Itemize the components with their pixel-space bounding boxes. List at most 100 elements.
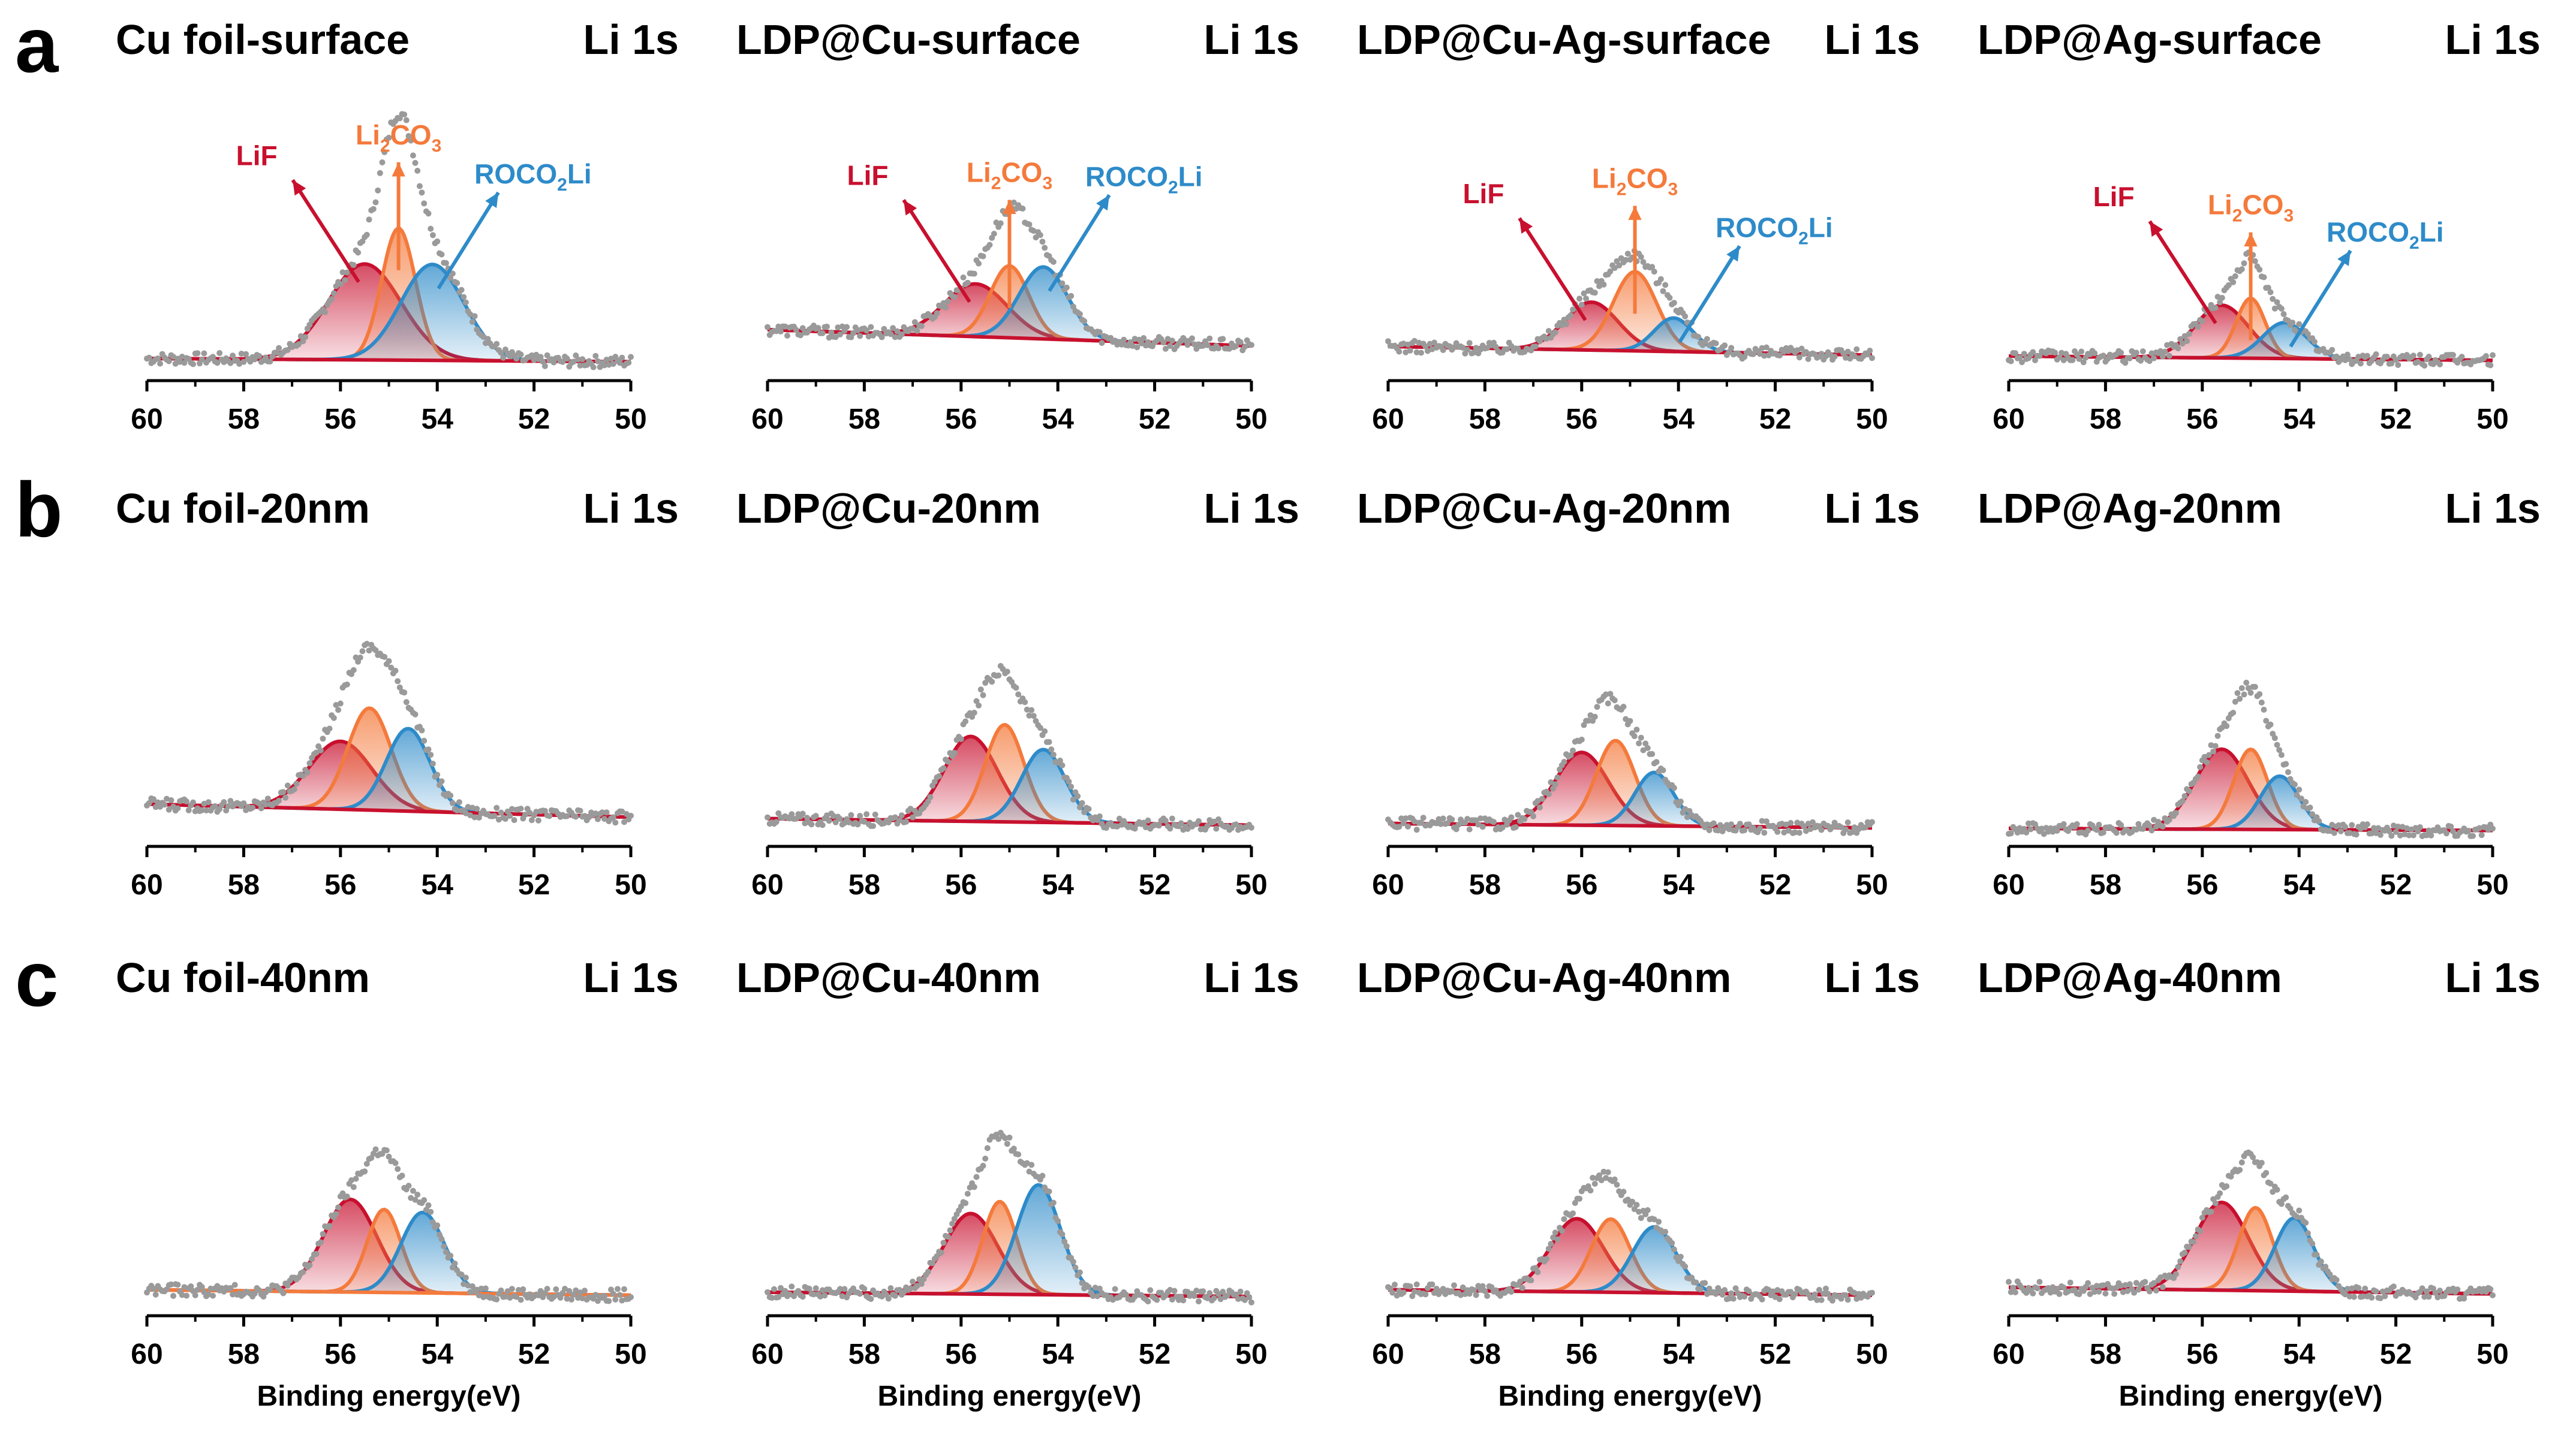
x-axis-label: Binding energy(eV) <box>257 1380 520 1412</box>
raw-point <box>1085 1284 1092 1291</box>
raw-point <box>469 1283 476 1289</box>
raw-point <box>1440 347 1446 353</box>
raw-point <box>865 333 872 340</box>
raw-point <box>769 1295 775 1301</box>
raw-point <box>1191 1293 1197 1299</box>
raw-point <box>517 1297 524 1303</box>
raw-point <box>414 167 421 174</box>
raw-point <box>1704 336 1710 342</box>
raw-point <box>2219 294 2225 301</box>
x-tick-label: 50 <box>2476 403 2508 435</box>
raw-point <box>1220 1289 1226 1295</box>
raw-point <box>517 351 524 358</box>
raw-point <box>174 1282 181 1288</box>
raw-point <box>403 117 410 123</box>
x-tick-label: 58 <box>848 403 880 435</box>
raw-point <box>2283 1194 2289 1201</box>
panel-b-3: LDP@Cu-Ag-20nm Li 1s 60 58 56 54 52 50 <box>1357 485 1920 901</box>
raw-point <box>2091 350 2098 357</box>
raw-point <box>1570 1210 1576 1217</box>
raw-point <box>1242 1297 1248 1303</box>
raw-point <box>1389 1289 1396 1296</box>
raw-point <box>890 325 896 331</box>
raw-point <box>350 262 357 269</box>
raw-point <box>907 1285 914 1292</box>
raw-point <box>1085 806 1092 812</box>
raw-point <box>1763 818 1769 825</box>
raw-point <box>2008 358 2014 364</box>
raw-point <box>1695 333 1702 340</box>
raw-point <box>1096 329 1103 335</box>
raw-point <box>1624 251 1631 257</box>
x-tick-label: 54 <box>1663 403 1695 435</box>
raw-point <box>1715 827 1722 834</box>
panel-title: LDP@Cu-Ag-surface <box>1357 16 1771 63</box>
raw-point <box>498 1287 504 1294</box>
raw-point <box>1710 820 1717 827</box>
x-tick-label: 54 <box>1663 1339 1695 1370</box>
raw-point <box>458 1271 465 1278</box>
raw-point <box>1438 821 1444 827</box>
peak-fill-Li2CO3 <box>2009 749 2493 831</box>
raw-point <box>2294 1214 2300 1220</box>
raw-point <box>765 814 771 821</box>
raw-point <box>612 1297 619 1303</box>
raw-point <box>210 354 216 360</box>
raw-point <box>1396 348 1403 355</box>
raw-point <box>971 270 977 277</box>
raw-point <box>1567 752 1574 758</box>
raw-point <box>1413 827 1420 833</box>
raw-point <box>363 1160 370 1167</box>
raw-point <box>991 231 997 237</box>
raw-point <box>2252 258 2258 264</box>
raw-point <box>227 1285 234 1291</box>
raw-point <box>284 346 291 353</box>
panel-tag: Li 1s <box>2445 16 2541 63</box>
x-axis-label: Binding energy(eV) <box>877 1380 1141 1412</box>
raw-point <box>910 814 916 821</box>
x-tick-label: 58 <box>848 869 880 901</box>
raw-point <box>2023 1289 2030 1296</box>
raw-point <box>1746 821 1752 828</box>
raw-point <box>535 817 541 824</box>
raw-point <box>313 1250 320 1257</box>
raw-point <box>282 794 289 801</box>
peak-fill-Li2CO3 <box>2009 1207 2493 1294</box>
raw-point <box>1491 819 1497 825</box>
label-LiF: LiF <box>2093 181 2135 212</box>
raw-point <box>443 1249 449 1255</box>
raw-point <box>353 1175 359 1182</box>
raw-point <box>2023 829 2030 836</box>
raw-point <box>185 807 192 813</box>
raw-point <box>238 351 245 357</box>
raw-point <box>2461 1295 2467 1302</box>
raw-point <box>1558 1228 1565 1234</box>
raw-point <box>568 1297 574 1303</box>
raw-point <box>1869 355 1875 361</box>
raw-point <box>2428 832 2434 839</box>
raw-point <box>1094 1293 1101 1300</box>
raw-point <box>2490 825 2496 832</box>
raw-point <box>1853 346 1860 352</box>
raw-point <box>1436 816 1442 822</box>
panel-title: Cu foil-40nm <box>116 954 370 1001</box>
raw-point <box>370 206 377 212</box>
x-tick-label: 54 <box>1042 403 1075 435</box>
raw-point <box>2424 1288 2430 1295</box>
raw-point <box>934 1253 940 1259</box>
raw-point <box>157 360 163 367</box>
raw-point <box>2019 359 2025 366</box>
raw-point <box>1591 713 1598 720</box>
raw-point <box>276 797 282 804</box>
raw-point <box>1063 284 1070 291</box>
raw-point <box>1235 1296 1241 1302</box>
raw-point <box>616 360 623 366</box>
raw-point <box>198 807 205 813</box>
raw-point <box>2186 1244 2192 1250</box>
raw-point <box>1576 1195 1583 1202</box>
raw-point <box>1134 344 1140 351</box>
raw-point <box>1050 1199 1057 1206</box>
raw-point <box>2416 351 2423 358</box>
raw-point <box>284 782 291 789</box>
raw-point <box>773 819 780 825</box>
